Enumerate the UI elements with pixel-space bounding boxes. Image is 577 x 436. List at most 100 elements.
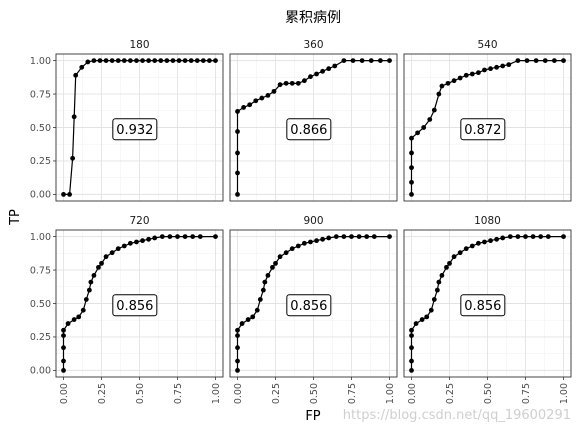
roc-point — [409, 327, 414, 333]
roc-point — [320, 236, 326, 242]
panel-border — [229, 53, 398, 202]
y-tick-label: 0.25 — [30, 332, 51, 343]
roc-point — [431, 107, 437, 113]
auc-label: 0.872 — [464, 123, 501, 138]
roc-point — [469, 71, 475, 77]
roc-point — [207, 58, 212, 64]
x-tick-label: 0.25 — [445, 383, 456, 404]
x-tick-label: 0.00 — [59, 383, 70, 404]
roc-point — [409, 150, 414, 156]
roc-point — [200, 58, 206, 64]
roc-point — [91, 273, 97, 278]
roc-point — [283, 250, 289, 256]
roc-point — [409, 179, 414, 185]
roc-point — [182, 58, 188, 64]
roc-point — [500, 235, 506, 241]
roc-point — [115, 58, 121, 64]
roc-point — [213, 234, 218, 240]
y-tick-label: 0.00 — [30, 190, 51, 201]
roc-point — [506, 62, 512, 68]
y-tick-label: 1.00 — [30, 56, 51, 67]
roc-point — [170, 58, 176, 64]
roc-point — [320, 68, 326, 74]
roc-point — [332, 63, 338, 69]
x-axis-title: FP — [305, 409, 320, 424]
roc-point — [61, 191, 66, 197]
roc-point — [326, 235, 332, 241]
auc-label-box — [460, 118, 506, 141]
y-tick-label: 1.00 — [30, 232, 51, 243]
panel-strip-label: 720 — [129, 215, 149, 227]
roc-point — [482, 239, 487, 245]
roc-line — [410, 59, 564, 195]
y-tick-label: 0.25 — [30, 156, 51, 167]
roc-point — [134, 239, 139, 245]
roc-point — [561, 58, 566, 64]
auc-label-box — [460, 294, 506, 317]
roc-point — [235, 150, 240, 156]
x-tick-label: 1.00 — [559, 383, 570, 404]
roc-point — [250, 314, 256, 320]
roc-point — [164, 58, 170, 64]
roc-point — [176, 58, 182, 64]
roc-point — [260, 287, 266, 293]
roc-point — [341, 58, 347, 64]
roc-point — [368, 58, 374, 64]
auc-label: 0.932 — [116, 123, 153, 138]
roc-point — [289, 80, 295, 86]
panel-border — [403, 53, 572, 202]
roc-point — [188, 58, 194, 64]
roc-line — [63, 59, 216, 195]
roc-point — [213, 58, 218, 64]
roc-point — [115, 246, 121, 252]
panel-180: 180 0.932 0.00 0.25 0.50 0.75 1.00 — [30, 39, 224, 202]
roc-point — [121, 243, 127, 249]
roc-point — [451, 254, 457, 260]
roc-point — [235, 191, 240, 197]
roc-point — [182, 234, 188, 240]
x-tick-label: 0.25 — [97, 383, 108, 404]
watermark: https://blog.csdn.net/qq_19600291 — [343, 408, 571, 423]
roc-point — [421, 125, 427, 130]
roc-point — [308, 239, 313, 245]
roc-point — [451, 78, 457, 84]
y-axis-title: TP — [8, 209, 23, 226]
roc-point — [488, 238, 493, 244]
x-tick-label: 0.00 — [233, 383, 244, 404]
roc-point — [561, 234, 566, 240]
y-tick-label: 0.75 — [30, 265, 51, 276]
roc-point — [457, 75, 463, 81]
roc-point — [257, 297, 263, 302]
roc-point — [134, 58, 139, 64]
roc-point — [175, 234, 180, 240]
roc-point — [326, 66, 332, 72]
roc-point — [273, 260, 278, 266]
roc-point — [91, 58, 97, 64]
roc-point — [301, 240, 307, 246]
roc-point — [152, 235, 158, 241]
x-tick-label: 0.75 — [173, 383, 184, 404]
roc-point — [103, 58, 109, 64]
panel-720: 720 0.856 0.00 0.25 0.50 0.75 1.00 0.00 0.25 0.50… — [30, 215, 224, 404]
roc-point — [67, 191, 72, 197]
y-tick-label: 0.00 — [30, 366, 51, 377]
roc-point — [415, 130, 420, 136]
roc-point — [333, 234, 339, 240]
roc-point — [488, 66, 493, 72]
panels-layer: 180 0.932 0.00 0.25 0.50 0.75 1.00 360 0.866 540 0… — [30, 39, 572, 404]
auc-label-box — [286, 294, 332, 317]
x-tick-label: 0.25 — [271, 383, 282, 404]
roc-point — [436, 279, 442, 285]
roc-point — [469, 243, 475, 249]
roc-point — [427, 117, 433, 122]
roc-point — [314, 238, 319, 244]
roc-point — [515, 58, 521, 64]
y-tick-label: 0.50 — [30, 299, 51, 310]
roc-point — [235, 109, 240, 114]
chart-title: 累积病例 — [285, 10, 341, 26]
roc-point — [83, 297, 89, 302]
roc-point — [409, 191, 414, 197]
roc-point — [409, 345, 414, 351]
roc-point — [70, 155, 76, 161]
x-tick-label: 0.00 — [407, 383, 418, 404]
